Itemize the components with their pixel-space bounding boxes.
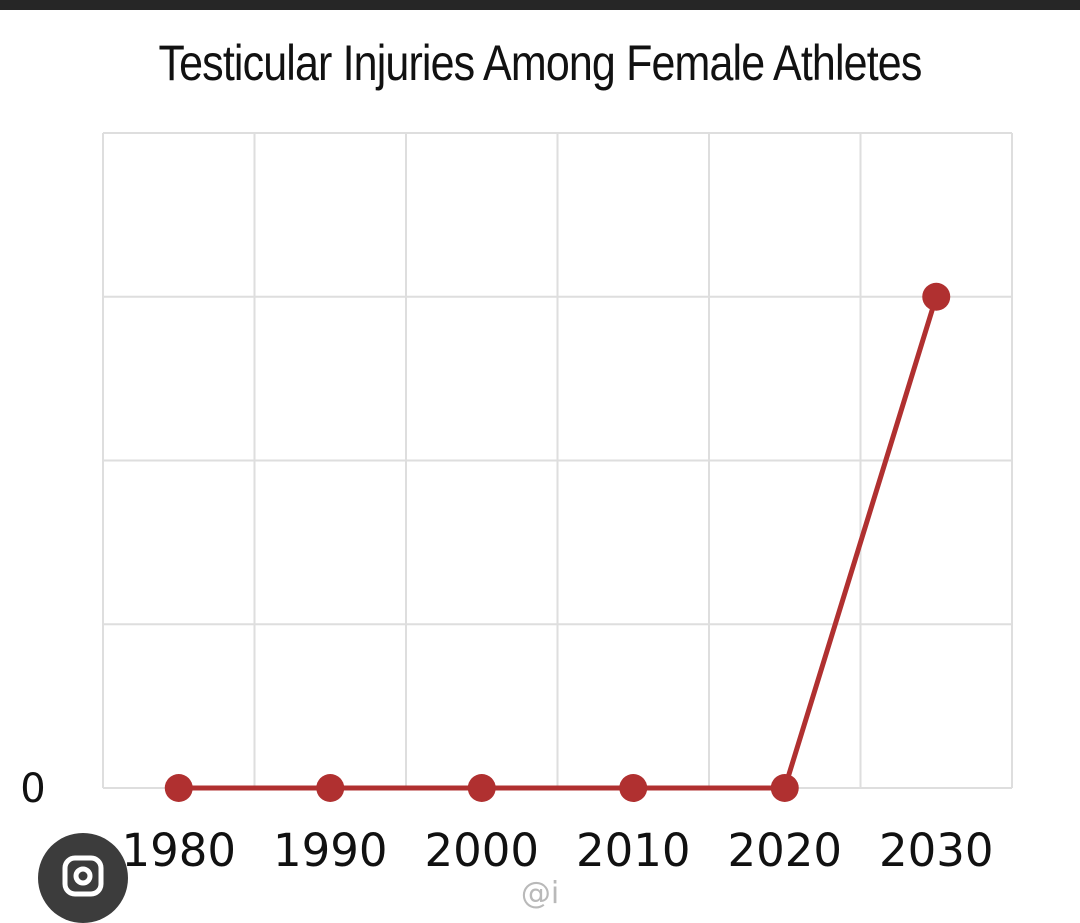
line-chart: 0 1980 1990 2000 2010 2020 2030 [20, 132, 1013, 877]
x-tick-label: 1990 [273, 824, 388, 877]
series-line [178, 296, 939, 791]
chart-title: Testicular Injuries Among Female Athlete… [158, 35, 922, 91]
data-point [316, 774, 345, 802]
y-tick-labels: 0 [20, 766, 45, 812]
x-tick-label: 2000 [424, 824, 539, 877]
data-point [619, 774, 648, 802]
watermark-text: @i [520, 876, 560, 911]
series-line-path [178, 296, 939, 791]
x-tick-labels: 1980 1990 2000 2010 2020 2030 [121, 824, 993, 877]
x-tick-label: 2030 [879, 824, 994, 877]
data-point [770, 774, 799, 802]
data-point [164, 774, 193, 802]
y-tick-label: 0 [20, 766, 45, 812]
data-points [164, 282, 951, 802]
top-bar [0, 0, 1080, 10]
chart-grid [102, 132, 1013, 789]
x-tick-label: 2020 [727, 824, 842, 877]
data-point [467, 774, 496, 802]
x-tick-label: 2010 [576, 824, 691, 877]
data-point [922, 282, 951, 311]
x-tick-label: 1980 [121, 824, 236, 877]
